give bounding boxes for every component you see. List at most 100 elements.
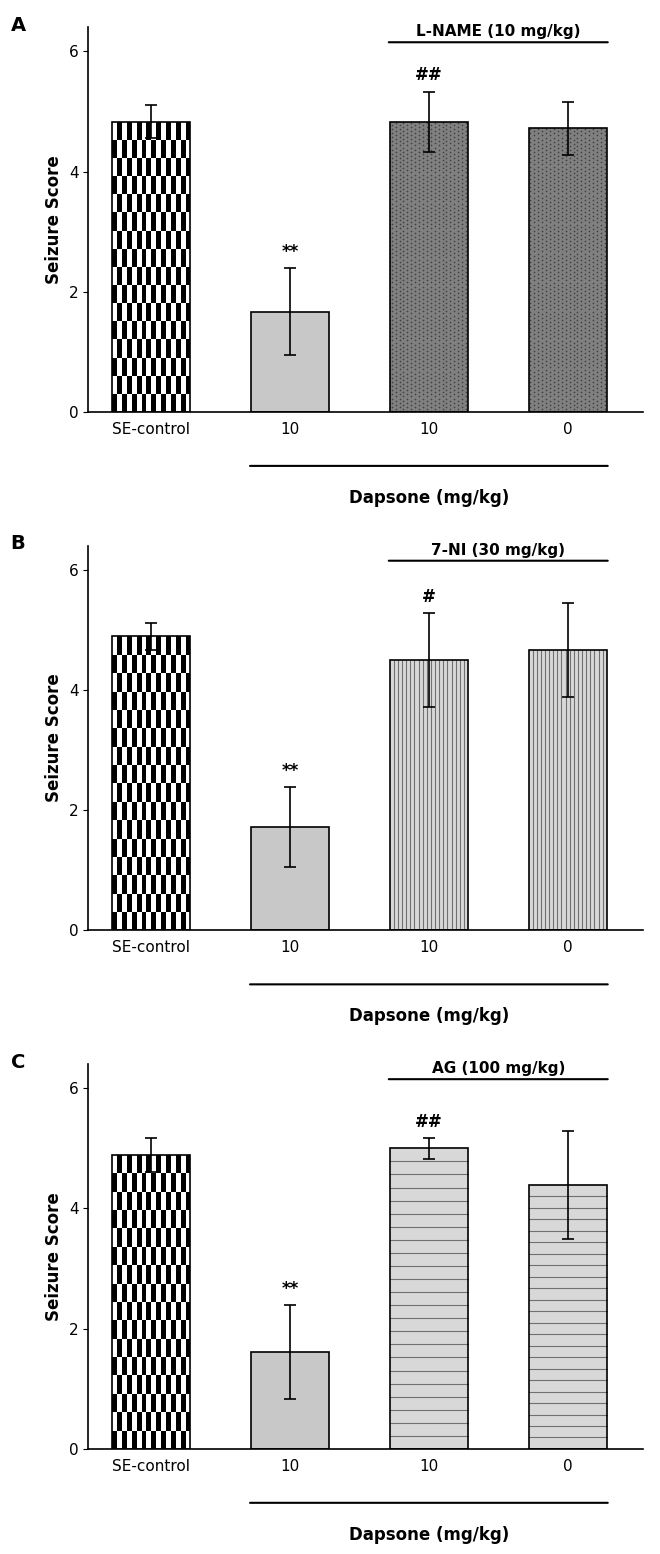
Text: 7-NI (30 mg/kg): 7-NI (30 mg/kg) — [431, 542, 565, 558]
Bar — [127, 1302, 132, 1321]
Bar — [142, 765, 147, 783]
Bar — [127, 1192, 132, 1211]
Bar — [147, 194, 151, 213]
Bar — [142, 393, 147, 412]
Bar — [147, 1155, 151, 1173]
Bar — [147, 230, 151, 249]
Bar — [122, 176, 127, 194]
Bar — [151, 1246, 156, 1265]
Bar — [127, 376, 132, 393]
Bar — [142, 1246, 147, 1265]
Bar — [176, 1413, 181, 1431]
Bar — [151, 1431, 156, 1448]
Bar — [185, 1302, 191, 1321]
Bar — [142, 357, 147, 376]
Bar — [166, 376, 171, 393]
Bar — [117, 637, 122, 654]
Bar — [127, 303, 132, 322]
Bar — [161, 1284, 166, 1302]
Bar — [529, 129, 607, 412]
Bar — [117, 1302, 122, 1321]
Bar — [156, 121, 161, 140]
Text: **: ** — [282, 761, 299, 780]
Bar — [151, 213, 156, 230]
Bar — [112, 765, 117, 783]
Bar — [171, 1211, 176, 1229]
Bar — [132, 765, 137, 783]
Bar — [142, 802, 147, 821]
Bar — [137, 1155, 142, 1173]
Bar — [161, 322, 166, 339]
Bar — [156, 821, 161, 839]
Bar — [161, 357, 166, 376]
Bar — [181, 1211, 185, 1229]
Bar — [171, 176, 176, 194]
Bar — [181, 875, 185, 894]
Bar — [156, 376, 161, 393]
Bar — [132, 875, 137, 894]
Bar — [137, 856, 142, 875]
Bar — [185, 1338, 191, 1357]
Bar — [185, 303, 191, 322]
Bar — [147, 267, 151, 284]
Bar — [185, 637, 191, 654]
Bar — [147, 710, 151, 729]
Bar — [166, 821, 171, 839]
Bar — [112, 176, 117, 194]
Bar — [166, 673, 171, 692]
Bar — [171, 284, 176, 303]
Bar — [117, 894, 122, 912]
Bar — [117, 267, 122, 284]
Bar — [161, 284, 166, 303]
Bar — [142, 140, 147, 159]
Bar — [127, 710, 132, 729]
Bar — [185, 1229, 191, 1246]
Bar — [156, 856, 161, 875]
Bar — [151, 1321, 156, 1338]
Bar — [127, 637, 132, 654]
Text: **: ** — [282, 242, 299, 261]
Bar — [127, 159, 132, 176]
Bar — [127, 1155, 132, 1173]
Bar — [137, 1265, 142, 1284]
Bar — [142, 692, 147, 710]
Bar — [176, 339, 181, 357]
Bar — [161, 692, 166, 710]
Bar — [147, 159, 151, 176]
Bar — [185, 1413, 191, 1431]
Bar — [181, 1431, 185, 1448]
Bar — [161, 912, 166, 931]
Bar — [147, 1302, 151, 1321]
Bar — [181, 249, 185, 267]
Bar — [251, 1352, 329, 1448]
Bar — [185, 673, 191, 692]
Bar — [185, 267, 191, 284]
Bar — [176, 1155, 181, 1173]
Bar — [122, 912, 127, 931]
Bar — [151, 839, 156, 856]
Bar — [147, 894, 151, 912]
Text: **: ** — [282, 1280, 299, 1298]
Bar — [112, 322, 117, 339]
Bar — [132, 1394, 137, 1413]
Bar — [122, 284, 127, 303]
Bar — [142, 1431, 147, 1448]
Bar — [176, 637, 181, 654]
Bar — [185, 121, 191, 140]
Bar — [181, 176, 185, 194]
Bar — [166, 159, 171, 176]
Bar — [161, 176, 166, 194]
Bar — [117, 747, 122, 765]
Bar — [147, 1229, 151, 1246]
Bar — [176, 821, 181, 839]
Bar — [137, 894, 142, 912]
Bar — [161, 654, 166, 673]
Bar — [132, 1431, 137, 1448]
Bar — [529, 1186, 607, 1448]
Bar — [185, 1192, 191, 1211]
Bar — [390, 121, 468, 412]
Bar — [166, 1192, 171, 1211]
Bar — [171, 1357, 176, 1375]
Bar — [112, 692, 117, 710]
Bar — [137, 673, 142, 692]
